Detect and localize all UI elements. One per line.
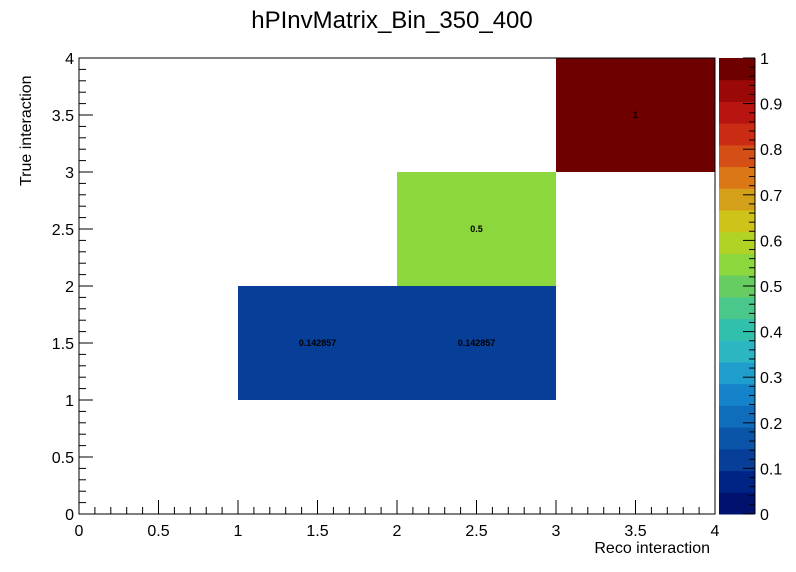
- y-tick-label: 0.5: [52, 450, 74, 467]
- color-scale-label: 0.7: [760, 188, 782, 205]
- cell-value-label: 0.142857: [458, 338, 496, 348]
- color-scale-swatch: [719, 210, 755, 233]
- chart-title: hPInvMatrix_Bin_350_400: [251, 7, 533, 34]
- color-scale-swatch: [719, 362, 755, 385]
- x-axis-title: Reco interaction: [594, 540, 710, 557]
- heatmap-cells: [238, 58, 715, 400]
- y-tick-label: 2: [65, 279, 74, 296]
- color-scale-swatch: [719, 383, 755, 406]
- color-scale-swatch: [719, 253, 755, 276]
- y-tick-label: 4: [65, 51, 74, 68]
- color-scale-label: 0.9: [760, 97, 782, 114]
- y-tick-label: 1.5: [52, 336, 74, 353]
- color-scale-swatch: [719, 427, 755, 450]
- color-scale-swatch: [719, 231, 755, 254]
- cell-value-label: 0.5: [470, 224, 483, 234]
- heatmap-cell: [397, 286, 556, 400]
- y-tick-label: 1: [65, 393, 74, 410]
- y-axis: 0 0.5 1 1.5 2 2.5 3 3.5 4: [52, 51, 93, 524]
- x-tick-label: 4: [711, 523, 720, 540]
- color-scale-swatch: [719, 318, 755, 341]
- color-scale-swatch: [719, 144, 755, 168]
- color-scale-label: 0: [760, 507, 769, 524]
- cell-value-label: 1: [633, 110, 638, 120]
- x-tick-label: 0.5: [147, 523, 169, 540]
- color-scale-label: 0.4: [760, 325, 782, 342]
- cell-value-label: 0.142857: [299, 338, 337, 348]
- color-scale-swatch: [719, 123, 755, 146]
- color-scale-label: 0.1: [760, 461, 782, 478]
- color-scale-swatch: [719, 340, 755, 363]
- color-scale-label: 1: [760, 51, 769, 68]
- heatmap-cell: [397, 172, 556, 286]
- color-scale-label: 0.8: [760, 142, 782, 159]
- y-axis-title: True interaction: [18, 75, 35, 186]
- x-tick-label: 2: [393, 523, 402, 540]
- color-scale-swatch: [719, 58, 755, 81]
- color-scale-swatch: [719, 448, 755, 472]
- y-tick-label: 2.5: [52, 222, 74, 239]
- color-scale-swatch: [719, 101, 755, 124]
- color-scale-swatch: [719, 470, 755, 493]
- x-tick-label: 3: [552, 523, 561, 540]
- y-tick-label: 3: [65, 165, 74, 182]
- color-scale-bar: 0 0.1 0.2 0.3 0.4 0.5 0.6 0.7 0.8 0.9 1: [719, 51, 782, 524]
- color-scale-label: 0.2: [760, 416, 782, 433]
- color-scale-swatch: [719, 79, 755, 102]
- heatmap-cell: [238, 286, 397, 400]
- x-tick-label: 3.5: [624, 523, 646, 540]
- color-scale-swatch: [719, 492, 755, 515]
- x-tick-label: 1: [234, 523, 243, 540]
- color-scale-swatch: [719, 166, 755, 189]
- heatmap-cell: [556, 58, 715, 172]
- color-scale-label: 0.5: [760, 279, 782, 296]
- cell-labels: 0.142857 0.142857 0.5 1: [299, 110, 638, 348]
- color-scale-label: 0.3: [760, 370, 782, 387]
- y-tick-label: 3.5: [52, 108, 74, 125]
- color-scale-swatch: [719, 188, 755, 211]
- color-scale-swatch: [719, 296, 755, 320]
- x-tick-label: 0: [75, 523, 84, 540]
- y-tick-label: 0: [65, 507, 74, 524]
- color-scale-label: 0.6: [760, 233, 782, 250]
- color-scale-swatch: [719, 275, 755, 298]
- x-tick-label: 1.5: [306, 523, 328, 540]
- x-axis: 0 0.5 1 1.5 2 2.5 3 3.5 4: [75, 500, 720, 540]
- color-scale-swatch: [719, 405, 755, 428]
- x-tick-label: 2.5: [465, 523, 487, 540]
